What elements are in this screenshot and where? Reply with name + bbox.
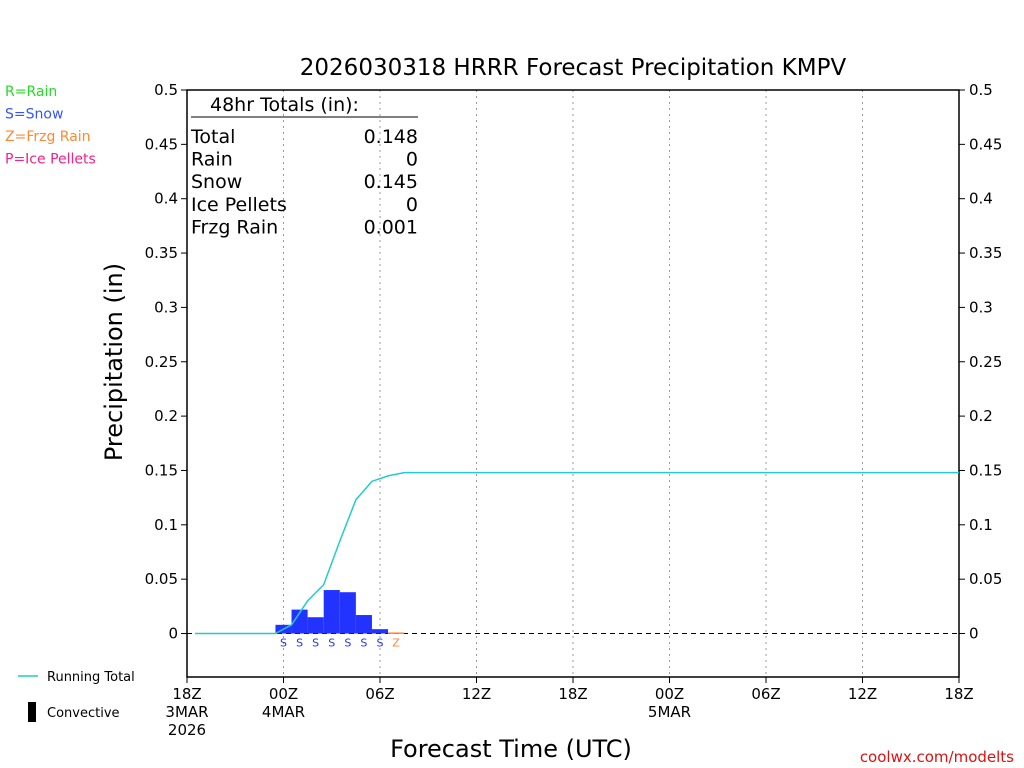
y-tick-label-right: 0.1	[969, 516, 993, 534]
y-tick-label-right: 0.25	[969, 353, 1002, 371]
legend-bar-swatch	[28, 702, 36, 722]
ptype-marker: S	[344, 637, 351, 650]
y-tick-label-right: 0.2	[969, 407, 993, 425]
ptype-marker: S	[377, 637, 384, 650]
ptype-legend-item: R=Rain	[5, 84, 57, 100]
precip-bar	[355, 615, 372, 634]
y-tick-label-left: 0.1	[154, 516, 178, 534]
x-tick-label: 12Z	[848, 685, 877, 703]
precip-bar	[323, 590, 340, 634]
y-tick-label-right: 0.5	[969, 81, 993, 99]
precip-bars	[275, 590, 405, 634]
ptype-marker: S	[328, 637, 335, 650]
ptype-marker: S	[280, 637, 287, 650]
legend-label: Convective	[47, 706, 120, 721]
totals-row-label: Rain	[191, 149, 233, 171]
chart-title: 2026030318 HRRR Forecast Precipitation K…	[300, 55, 847, 81]
x-tick-label: 18Z	[558, 685, 587, 703]
y-tick-label-right: 0.15	[969, 461, 1002, 479]
y-tick-label-left: 0	[168, 625, 178, 643]
x-tick-label: 00Z	[269, 685, 298, 703]
precip-bar	[388, 632, 405, 634]
ptype-marker: Z	[392, 637, 400, 650]
y-tick-label-right: 0.05	[969, 570, 1002, 588]
totals-row-value: 0.001	[364, 216, 418, 238]
totals-row-label: Total	[190, 126, 235, 148]
x-tick-label: 4MAR	[262, 703, 305, 721]
totals-header: 48hr Totals (in):	[210, 94, 359, 116]
ptype-legend: R=Rain S=Snow Z=Frzg Rain P=Ice Pellets	[5, 84, 96, 168]
totals-row-label: Ice Pellets	[191, 194, 287, 216]
y-tick-label-left: 0.25	[145, 353, 178, 371]
y-tick-label-right: 0.35	[969, 244, 1002, 262]
totals-row-label: Frzg Rain	[191, 216, 278, 238]
y-tick-label-left: 0.45	[145, 135, 178, 153]
x-tick-label: 12Z	[462, 685, 491, 703]
y-tick-label-left: 0.2	[154, 407, 178, 425]
legend-label: Running Total	[47, 670, 135, 685]
totals-row-value: 0.145	[364, 171, 418, 193]
x-tick-label: 00Z	[655, 685, 684, 703]
bottom-legend: Running Total Convective	[18, 670, 135, 722]
precip-bar	[291, 609, 308, 634]
precip-bar	[339, 592, 356, 634]
y-axis-ticks: 0 0 0.05 0.05 0.1 0.1 0.15 0.15 0.2 0.2 0.25 0.25 0.…	[145, 81, 1003, 643]
x-tick-label: 06Z	[751, 685, 780, 703]
credit-label: coolwx.com/modelts	[860, 748, 1014, 766]
x-axis-label: Forecast Time (UTC)	[390, 735, 632, 763]
running-total-line	[195, 471, 959, 635]
totals-row-value: 0	[406, 149, 418, 171]
y-tick-label-left: 0.5	[154, 81, 178, 99]
totals-row-value: 0	[406, 194, 418, 216]
y-tick-label-left: 0.3	[154, 298, 178, 316]
x-tick-label: 18Z	[944, 685, 973, 703]
y-tick-label-left: 0.4	[154, 190, 178, 208]
y-tick-label-left: 0.35	[145, 244, 178, 262]
x-tick-label: 06Z	[365, 685, 394, 703]
precip-bar	[307, 617, 324, 634]
y-tick-label-left: 0.15	[145, 461, 178, 479]
totals-row-label: Snow	[191, 171, 242, 193]
totals-row-value: 0.148	[364, 126, 418, 148]
ptype-legend-item: S=Snow	[5, 107, 63, 123]
ptype-marker: S	[360, 637, 367, 650]
ptype-marker: S	[296, 637, 303, 650]
precip-bar	[371, 629, 389, 634]
y-tick-label-right: 0.45	[969, 135, 1002, 153]
totals-box: 48hr Totals (in): Total 0.148 Rain 0 Snow 0.1…	[190, 94, 418, 238]
y-tick-label-left: 0.05	[145, 570, 178, 588]
y-tick-label-right: 0.4	[969, 190, 993, 208]
x-tick-label: 5MAR	[648, 703, 691, 721]
x-tick-label: 18Z	[172, 685, 201, 703]
y-axis-label: Precipitation (in)	[100, 263, 128, 461]
grid-lines	[283, 90, 863, 677]
x-tick-label: 2026	[168, 721, 206, 739]
y-tick-label-right: 0.3	[969, 298, 993, 316]
x-tick-label: 3MAR	[165, 703, 208, 721]
ptype-marker: S	[312, 637, 319, 650]
ptype-legend-item: P=Ice Pellets	[5, 152, 96, 168]
ptype-legend-item: Z=Frzg Rain	[5, 129, 91, 145]
running-total-series	[195, 471, 959, 635]
y-tick-label-right: 0	[969, 625, 979, 643]
